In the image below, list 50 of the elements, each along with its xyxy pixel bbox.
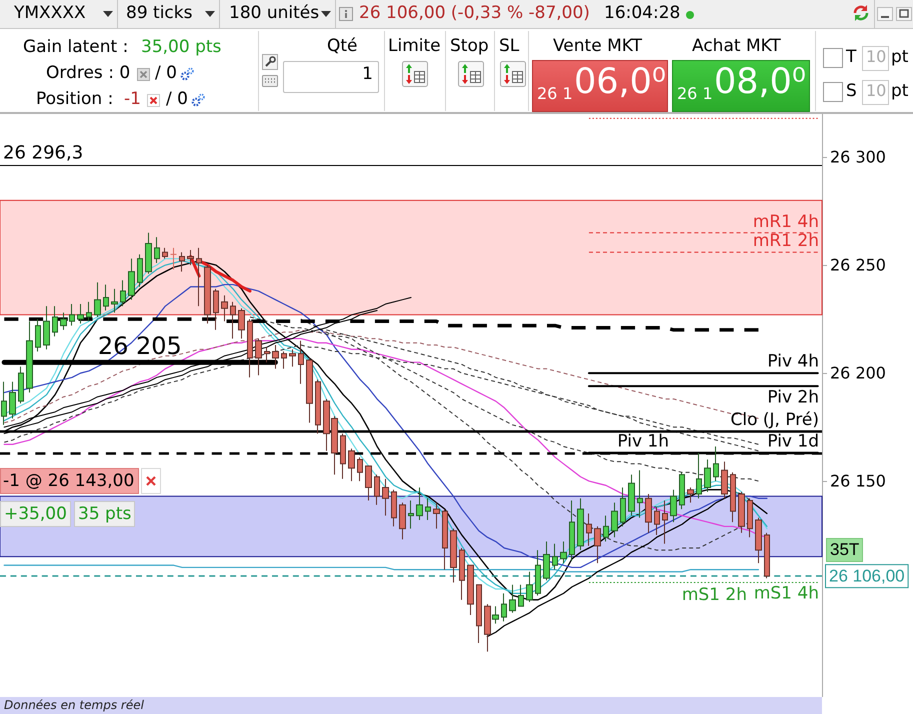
ref-line-label: Piv 1d — [767, 432, 819, 452]
series-label: 26 205 — [98, 332, 182, 360]
text: 26 106,00 (-0,33 % -87,00) — [359, 3, 590, 24]
annotation: +35,00 — [0, 501, 71, 528]
ref-line-label: 26 296,3 — [3, 142, 84, 164]
text: 1 — [362, 64, 373, 84]
series-label: mR1 2h — [752, 231, 819, 252]
text: Ordres : 0 — [46, 63, 130, 84]
text: YMXXXX — [14, 3, 86, 24]
annotation: mS1 2h — [682, 584, 747, 605]
text: 26 1 — [677, 84, 713, 104]
y-tick-label: 26 250 — [830, 256, 886, 275]
series-label: mS1 4h — [754, 584, 819, 604]
series-label: Piv 4h — [767, 352, 819, 372]
text: pt — [891, 47, 908, 68]
y-tick-label: 26 150 — [830, 472, 886, 491]
text: S — [846, 81, 857, 102]
text: 35T — [826, 538, 864, 562]
text: Données en temps réel — [4, 698, 144, 713]
text: T — [846, 47, 856, 68]
text: 35,00 pts — [141, 37, 222, 58]
text: pt — [891, 81, 908, 102]
text: 89 ticks — [126, 3, 192, 24]
text: Qté — [327, 36, 358, 56]
text: / 0 — [166, 89, 188, 110]
text: 08,0⁰ — [714, 61, 806, 103]
series-label: Piv 2h — [767, 388, 819, 408]
text: SL — [499, 36, 520, 56]
text: Vente MKT — [553, 36, 642, 56]
text: Gain latent : — [23, 37, 128, 58]
text: 10 — [866, 81, 886, 100]
text: 06,0⁰ — [574, 61, 666, 103]
text: Stop — [450, 36, 489, 56]
ref-line-label: Clo (J, Pré) — [730, 410, 819, 430]
text: Position : — [36, 89, 114, 110]
series-label: Piv 1h — [617, 431, 669, 452]
annotation: -1 @ 26 143,00 — [0, 468, 140, 494]
annotation: 35 pts — [74, 501, 136, 528]
ref-line-label: 26 106,00 — [829, 566, 905, 586]
text: 180 unités — [229, 3, 320, 24]
text: / 0 — [155, 63, 177, 84]
y-tick-label: 26 300 — [830, 148, 886, 167]
text: Achat MKT — [692, 36, 781, 56]
text: 16:04:28 — [604, 3, 680, 24]
text: 10 — [866, 47, 886, 66]
text: -1 — [124, 89, 141, 110]
series-label: mR1 4h — [752, 212, 819, 232]
text: 26 1 — [537, 84, 573, 104]
y-tick-label: 26 200 — [830, 364, 886, 383]
text: Limite — [388, 36, 441, 56]
